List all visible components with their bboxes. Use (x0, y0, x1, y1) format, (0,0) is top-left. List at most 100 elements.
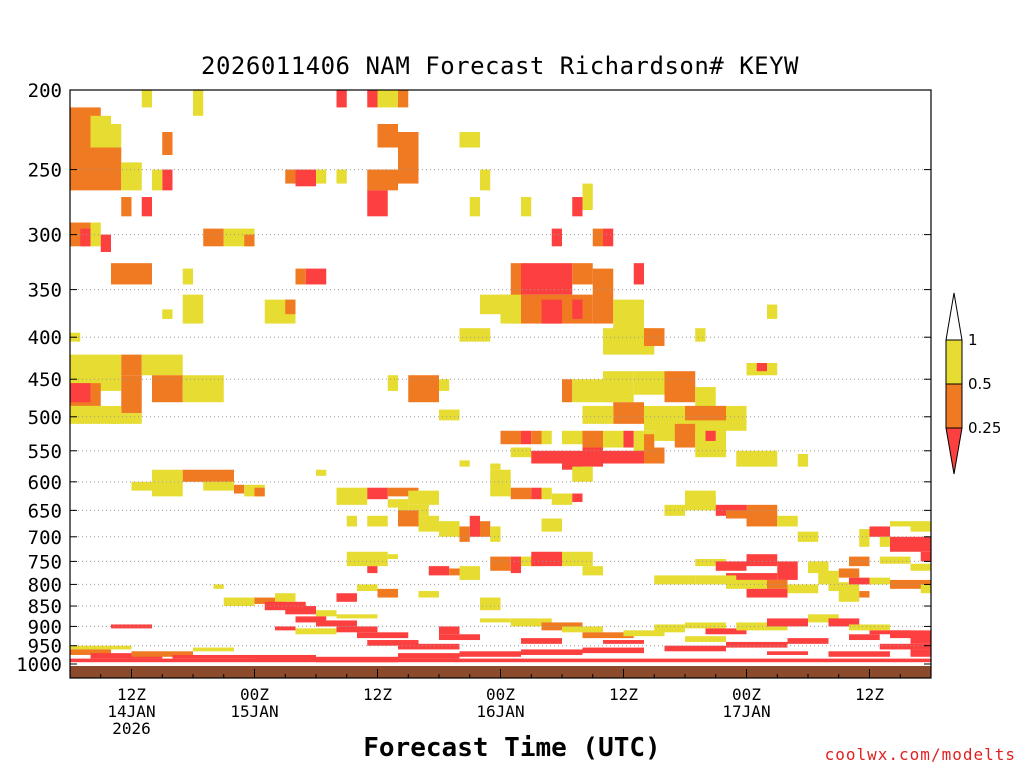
ri-cell (398, 132, 419, 184)
ri-cell (152, 469, 183, 482)
ri-cell (920, 551, 931, 562)
ri-cell (521, 197, 532, 217)
ri-cell (285, 299, 296, 315)
ri-cell (336, 614, 378, 619)
x-tick-label: 12Z (117, 685, 146, 704)
ri-cell (162, 169, 173, 191)
ri-cell (295, 616, 327, 623)
ri-cell (818, 570, 839, 578)
axes: 200 250 300 350 400 450 500 550 600 650 7007508008… (16, 80, 932, 738)
y-tick-label: 350 (28, 280, 62, 302)
ri-cell (510, 556, 521, 574)
ri-cell (582, 566, 603, 576)
ri-cell (285, 606, 316, 615)
ri-cell (582, 430, 603, 451)
ri-cell (264, 601, 306, 611)
ri-cell (613, 299, 644, 333)
ri-cell (613, 402, 644, 424)
ri-cell (838, 584, 860, 602)
colorbar-tick-label: 1 (968, 331, 978, 349)
ri-cell (531, 551, 562, 567)
ri-cell (367, 566, 378, 574)
ri-cell (377, 123, 398, 148)
ri-cell (100, 234, 111, 253)
ri-cell (439, 634, 480, 641)
ri-cell (459, 460, 470, 467)
ri-cell (367, 640, 419, 646)
ri-cell (695, 387, 716, 410)
y-tick-label: 650 (28, 500, 62, 522)
ri-cell (695, 575, 737, 585)
x-axis-label: Forecast Time (UTC) (363, 733, 661, 763)
ri-cell (131, 481, 152, 491)
ri-cell (510, 263, 521, 324)
ri-cell (80, 228, 91, 247)
ri-cell (562, 626, 603, 633)
ri-cell (295, 268, 306, 285)
ri-cell (551, 493, 573, 505)
ri-cell (603, 228, 614, 247)
ri-cell (70, 658, 931, 663)
ri-cell (480, 521, 491, 537)
ri-cell (408, 490, 439, 505)
ri-cell (705, 496, 716, 511)
ri-cell (408, 375, 439, 403)
ri-cell (121, 375, 142, 414)
ri-cell (203, 481, 234, 491)
ri-cell (377, 588, 398, 598)
ri-cell (408, 504, 429, 511)
ri-cell (592, 228, 603, 247)
ri-cell (746, 554, 778, 567)
ri-cell (336, 626, 378, 633)
ri-cell (633, 371, 665, 395)
ri-cell (182, 469, 234, 482)
ri-cell (797, 531, 819, 542)
ri-cell (90, 115, 111, 148)
ri-cell (90, 222, 101, 247)
ri-cell (756, 363, 767, 372)
ri-cell (172, 654, 255, 659)
ri-cell (223, 597, 255, 607)
ri-cell (418, 591, 439, 598)
ri-cell (767, 651, 808, 655)
ri-cell (910, 563, 931, 571)
source-credit: coolwx.com/modelts (824, 745, 1016, 764)
ri-cell (182, 268, 193, 285)
ri-cell (562, 379, 573, 403)
x-tick-label: 12Z (855, 685, 884, 704)
ri-cell (336, 90, 347, 108)
ri-cell (654, 575, 696, 585)
ri-cell (459, 651, 521, 657)
ri-cell (838, 568, 860, 578)
ri-cell (767, 304, 778, 319)
ri-cell (736, 622, 788, 631)
ri-cell (551, 228, 562, 247)
ri-cell (869, 577, 890, 585)
ri-cell (705, 628, 747, 635)
x-tick-label: 12Z (363, 685, 392, 704)
ri-cell (603, 640, 644, 644)
ri-cell (521, 430, 532, 445)
ri-cell (726, 510, 747, 519)
ri-cell (685, 622, 726, 629)
ri-cell (449, 568, 460, 576)
ri-cell (480, 618, 511, 623)
ri-cell (316, 610, 337, 617)
ri-cell (603, 430, 624, 448)
ri-cell (715, 504, 747, 516)
ri-cell (275, 593, 296, 602)
ri-cell (367, 169, 398, 191)
ri-cell (572, 263, 593, 285)
ri-cell (480, 294, 511, 315)
y-tick-label: 450 (28, 369, 62, 391)
ri-cell (316, 169, 327, 184)
heatmap-cells (70, 90, 931, 663)
ri-cell (541, 487, 552, 500)
ri-cell (459, 328, 491, 342)
ri-cell (664, 371, 696, 403)
ri-cell (849, 634, 880, 641)
ri-cell (849, 624, 890, 631)
ri-cell (521, 638, 562, 644)
ri-cell (367, 515, 388, 527)
